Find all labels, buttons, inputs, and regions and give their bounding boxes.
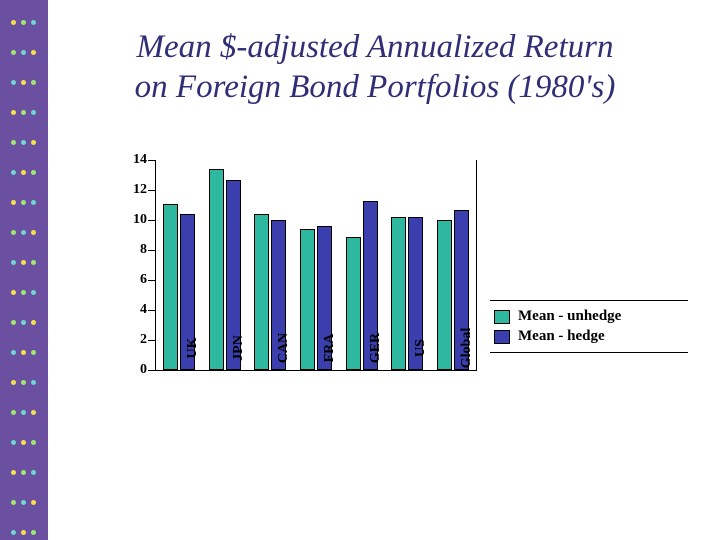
y-tick-label: 0 — [117, 362, 147, 378]
legend: Mean - unhedge Mean - hedge — [490, 300, 688, 353]
y-tick-label: 8 — [117, 242, 147, 258]
legend-label: Mean - unhedge — [518, 308, 621, 325]
bar-FRA-unhedge — [300, 229, 315, 370]
bar-GER-unhedge — [346, 237, 361, 371]
legend-swatch — [494, 330, 510, 344]
x-tick-label: GER — [368, 318, 384, 378]
x-tick-label: US — [413, 318, 429, 378]
bar-Global-unhedge — [437, 220, 452, 370]
bar-chart: 02468101214UKJPNCANFRAGERUSGlobal — [115, 160, 475, 420]
title-line-2: on Foreign Bond Portfolios (1980's) — [135, 69, 616, 105]
bar-CAN-unhedge — [254, 214, 269, 370]
bar-UK-unhedge — [163, 204, 178, 371]
x-tick-label: UK — [185, 318, 201, 378]
y-tick-label: 6 — [117, 272, 147, 288]
legend-item: Mean - unhedge — [494, 308, 684, 325]
y-tick-label: 14 — [117, 152, 147, 168]
title-line-1: Mean $-adjusted Annualized Return — [137, 29, 614, 65]
y-tick-label: 10 — [117, 212, 147, 228]
legend-label: Mean - hedge — [518, 328, 605, 345]
y-tick-label: 12 — [117, 182, 147, 198]
x-tick-label: CAN — [276, 318, 292, 378]
y-tick-label: 4 — [117, 302, 147, 318]
x-tick-label: JPN — [231, 318, 247, 378]
slide-title: Mean $-adjusted Annualized Return on For… — [60, 28, 690, 107]
y-tick-label: 2 — [117, 332, 147, 348]
bar-JPN-unhedge — [209, 169, 224, 370]
bar-US-unhedge — [391, 217, 406, 370]
legend-item: Mean - hedge — [494, 328, 684, 345]
decorative-sidebar — [0, 0, 48, 540]
x-tick-label: Global — [459, 318, 475, 378]
x-tick-label: FRA — [322, 318, 338, 378]
legend-swatch — [494, 310, 510, 324]
